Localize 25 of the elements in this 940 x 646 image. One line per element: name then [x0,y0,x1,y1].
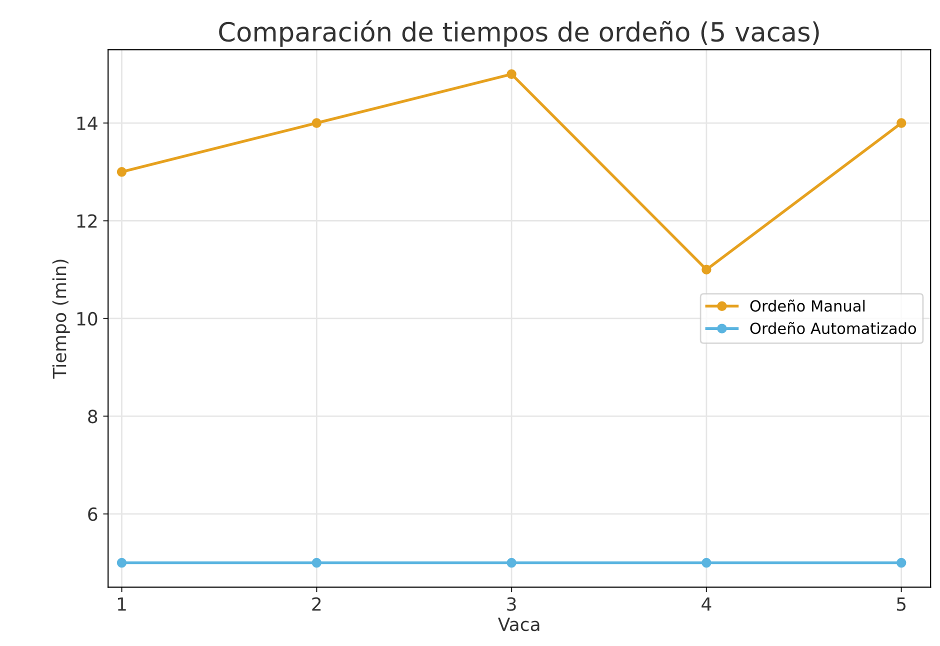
point [312,558,322,568]
point [506,69,516,80]
y-tick-label: 10 [77,312,98,326]
point [116,558,127,568]
x-axis-title: Vaca [498,618,540,632]
x-tick-label: 3 [507,597,516,611]
point [312,118,322,128]
point [702,558,712,568]
point [702,264,712,274]
chart-title: Comparación de tiempos de ordeño (5 vacas) [219,20,819,47]
point [116,167,127,177]
x-tick-label: 1 [118,597,126,611]
x-tick-label: 5 [897,597,906,611]
y-tick-label: 12 [77,214,97,228]
legend-label: Ordeño Automatizado [750,322,916,334]
y-axis-title: Tiempo (min) [52,260,70,379]
y-tick-label: 8 [88,410,98,424]
x-tick-label: 4 [702,597,712,611]
y-tick-label: 14 [77,116,98,130]
point [506,558,516,568]
point [896,118,906,128]
y-tick-label: 6 [88,507,98,522]
legend-label: Ordeño Manual [750,300,865,312]
point [896,558,906,568]
x-tick-label: 2 [312,597,321,611]
